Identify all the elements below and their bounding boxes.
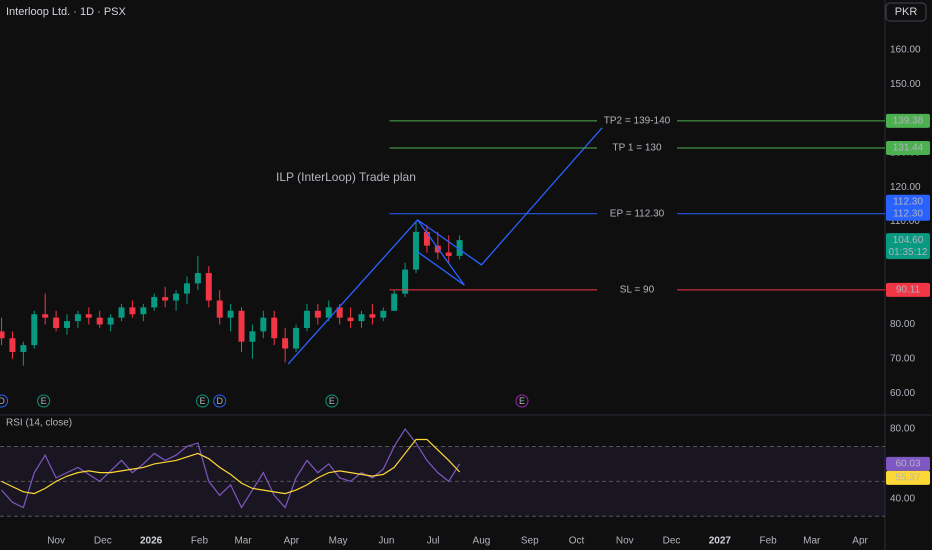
candle-body (42, 314, 48, 317)
candle-body (206, 273, 212, 300)
trend-line (418, 120, 610, 265)
trend-line (418, 252, 465, 285)
x-tick-label: Nov (47, 536, 65, 547)
x-tick-label: Dec (663, 536, 681, 547)
x-tick-label: Nov (616, 536, 634, 547)
price-badge-label: 60.03 (895, 459, 920, 470)
candle-body (184, 283, 190, 293)
candle-body (0, 331, 5, 338)
candle-body (369, 314, 375, 317)
y-tick-label: 70.00 (890, 353, 915, 364)
candle-body (348, 318, 354, 321)
x-tick-label: Mar (803, 536, 821, 547)
y-tick-label: 120.00 (890, 182, 921, 193)
x-tick-label: Feb (760, 536, 778, 547)
price-badge-label: 55.37 (895, 473, 920, 484)
candle-body (20, 345, 26, 352)
event-label: D (0, 396, 5, 406)
indicator-title: RSI (14, close) (6, 418, 72, 429)
price-badge-label: 131.44 (893, 143, 924, 154)
annotation: ILP (InterLoop) Trade plan (276, 170, 416, 184)
y-tick-label: 40.00 (890, 493, 915, 504)
event-label: D (216, 396, 223, 406)
last-price: 104.60 (893, 235, 924, 246)
candle-body (446, 252, 452, 255)
level-label: TP 1 = 130 (612, 143, 661, 154)
y-tick-label: 80.00 (890, 424, 915, 435)
y-tick-label: 160.00 (890, 45, 921, 56)
candle-body (260, 318, 266, 332)
price-badge-label: 90.11 (896, 284, 921, 295)
x-tick-label: Apr (284, 536, 300, 547)
candle-body (97, 318, 103, 325)
x-tick-label: 2027 (709, 536, 732, 547)
y-tick-label: 60.00 (890, 388, 915, 399)
candle-body (53, 318, 59, 328)
x-tick-label: May (329, 536, 348, 547)
x-tick-label: Apr (852, 536, 868, 547)
x-tick-label: Mar (234, 536, 252, 547)
symbol-title: Interloop Ltd. · 1D · PSX (6, 6, 126, 18)
candle-body (413, 232, 419, 270)
event-label: E (41, 396, 47, 406)
price-badge-label: 112.30 (893, 208, 923, 219)
y-tick-label: 150.00 (890, 79, 921, 90)
candle-body (9, 338, 15, 352)
level-label: SL = 90 (620, 284, 655, 295)
candle-body (173, 294, 179, 301)
candle-body (391, 294, 397, 311)
candle-body (380, 311, 386, 318)
candle-body (195, 273, 201, 283)
candle-body (151, 297, 157, 307)
x-tick-label: Jun (378, 536, 394, 547)
level-label: EP = 112.30 (610, 208, 665, 219)
candle-body (31, 314, 37, 345)
currency[interactable]: PKR (895, 6, 918, 18)
price-badge-label: 112.30 (893, 196, 923, 207)
candle-body (228, 311, 234, 318)
candle-body (129, 307, 135, 314)
candle-body (86, 314, 92, 317)
candle-body (239, 311, 245, 342)
event-label: E (329, 396, 335, 406)
candle-body (304, 311, 310, 328)
x-tick-label: Dec (94, 536, 112, 547)
event-label: E (200, 396, 206, 406)
candle-body (64, 321, 70, 328)
x-tick-label: Feb (191, 536, 209, 547)
candle-body (108, 318, 114, 325)
x-tick-label: Sep (521, 536, 539, 547)
countdown: 01:35:12 (889, 247, 928, 258)
candle-body (119, 307, 125, 317)
y-tick-label: 80.00 (890, 319, 915, 330)
candle-body (75, 314, 81, 321)
candle-body (293, 328, 299, 349)
candle-body (217, 301, 223, 318)
price-badge-label: 139.38 (893, 115, 924, 126)
x-tick-label: Oct (569, 536, 585, 547)
candle-body (271, 318, 277, 339)
candle-body (282, 338, 288, 348)
level-label: TP2 = 139-140 (604, 115, 671, 126)
x-tick-label: Jul (427, 536, 440, 547)
candle-body (140, 307, 146, 314)
candle-body (358, 314, 364, 321)
candle-body (315, 311, 321, 318)
candle-body (249, 331, 255, 341)
event-label: E (519, 396, 525, 406)
x-tick-label: Aug (473, 536, 491, 547)
candle-body (162, 297, 168, 300)
x-tick-label: 2026 (140, 536, 163, 547)
